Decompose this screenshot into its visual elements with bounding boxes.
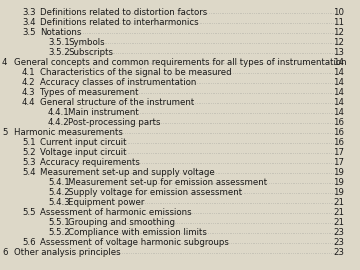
Text: 5.6: 5.6 <box>22 238 36 247</box>
Text: 4: 4 <box>2 58 8 67</box>
Text: 5.4: 5.4 <box>22 168 36 177</box>
Text: 3.5: 3.5 <box>22 28 36 37</box>
Text: Definitions related to interharmonics: Definitions related to interharmonics <box>40 18 199 27</box>
Text: 4.2: 4.2 <box>22 78 36 87</box>
Text: 19: 19 <box>333 178 344 187</box>
Text: 12: 12 <box>333 28 344 37</box>
Text: 21: 21 <box>333 208 344 217</box>
Text: 21: 21 <box>333 218 344 227</box>
Text: 5.4.2: 5.4.2 <box>48 188 70 197</box>
Text: 5.3: 5.3 <box>22 158 36 167</box>
Text: 4.3: 4.3 <box>22 88 36 97</box>
Text: Notations: Notations <box>40 28 81 37</box>
Text: 5.2: 5.2 <box>22 148 36 157</box>
Text: 5.4.3: 5.4.3 <box>48 198 70 207</box>
Text: 13: 13 <box>333 48 344 57</box>
Text: 4.4.2: 4.4.2 <box>48 118 70 127</box>
Text: 3.3: 3.3 <box>22 8 36 17</box>
Text: Supply voltage for emission assessment: Supply voltage for emission assessment <box>68 188 242 197</box>
Text: Main instrument: Main instrument <box>68 108 139 117</box>
Text: 14: 14 <box>333 78 344 87</box>
Text: Assessment of harmonic emissions: Assessment of harmonic emissions <box>40 208 192 217</box>
Text: 12: 12 <box>333 38 344 47</box>
Text: Subscripts: Subscripts <box>68 48 113 57</box>
Text: 16: 16 <box>333 138 344 147</box>
Text: 14: 14 <box>333 108 344 117</box>
Text: Compliance with emission limits: Compliance with emission limits <box>68 228 207 237</box>
Text: 19: 19 <box>333 188 344 197</box>
Text: 14: 14 <box>333 88 344 97</box>
Text: Assessment of voltage harmonic subgroups: Assessment of voltage harmonic subgroups <box>40 238 229 247</box>
Text: Other analysis principles: Other analysis principles <box>14 248 121 257</box>
Text: Current input circuit: Current input circuit <box>40 138 126 147</box>
Text: 16: 16 <box>333 128 344 137</box>
Text: 3.5.2: 3.5.2 <box>48 48 70 57</box>
Text: 23: 23 <box>333 238 344 247</box>
Text: 4.4: 4.4 <box>22 98 36 107</box>
Text: Post-processing parts: Post-processing parts <box>68 118 161 127</box>
Text: General concepts and common requirements for all types of instrumentation: General concepts and common requirements… <box>14 58 347 67</box>
Text: 19: 19 <box>333 168 344 177</box>
Text: 5.4.1: 5.4.1 <box>48 178 70 187</box>
Text: 5.5: 5.5 <box>22 208 36 217</box>
Text: Characteristics of the signal to be measured: Characteristics of the signal to be meas… <box>40 68 231 77</box>
Text: 23: 23 <box>333 228 344 237</box>
Text: Measurement set-up for emission assessment: Measurement set-up for emission assessme… <box>68 178 267 187</box>
Text: 5: 5 <box>2 128 8 137</box>
Text: Grouping and smoothing: Grouping and smoothing <box>68 218 175 227</box>
Text: 17: 17 <box>333 158 344 167</box>
Text: Definitions related to distortion factors: Definitions related to distortion factor… <box>40 8 207 17</box>
Text: 11: 11 <box>333 18 344 27</box>
Text: 14: 14 <box>333 98 344 107</box>
Text: 5.1: 5.1 <box>22 138 36 147</box>
Text: Accuracy requirements: Accuracy requirements <box>40 158 140 167</box>
Text: 4.4.1: 4.4.1 <box>48 108 70 117</box>
Text: Measurement set-up and supply voltage: Measurement set-up and supply voltage <box>40 168 215 177</box>
Text: Equipment power: Equipment power <box>68 198 144 207</box>
Text: Types of measurement: Types of measurement <box>40 88 139 97</box>
Text: 16: 16 <box>333 118 344 127</box>
Text: 21: 21 <box>333 198 344 207</box>
Text: 3.5.1: 3.5.1 <box>48 38 70 47</box>
Text: Accuracy classes of instrumentation: Accuracy classes of instrumentation <box>40 78 196 87</box>
Text: 14: 14 <box>333 58 344 67</box>
Text: Symbols: Symbols <box>68 38 105 47</box>
Text: Voltage input circuit: Voltage input circuit <box>40 148 126 157</box>
Text: 3.4: 3.4 <box>22 18 36 27</box>
Text: 14: 14 <box>333 68 344 77</box>
Text: 23: 23 <box>333 248 344 257</box>
Text: Harmonic measurements: Harmonic measurements <box>14 128 123 137</box>
Text: General structure of the instrument: General structure of the instrument <box>40 98 194 107</box>
Text: 17: 17 <box>333 148 344 157</box>
Text: 10: 10 <box>333 8 344 17</box>
Text: 4.1: 4.1 <box>22 68 36 77</box>
Text: 5.5.1: 5.5.1 <box>48 218 70 227</box>
Text: 6: 6 <box>2 248 8 257</box>
Text: 5.5.2: 5.5.2 <box>48 228 70 237</box>
